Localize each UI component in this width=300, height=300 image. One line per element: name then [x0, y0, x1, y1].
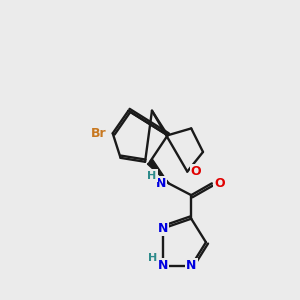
Polygon shape	[147, 160, 169, 183]
Text: O: O	[214, 177, 225, 190]
Text: Br: Br	[91, 127, 107, 140]
Text: N: N	[186, 259, 196, 272]
Text: H: H	[148, 253, 158, 263]
Text: N: N	[156, 177, 166, 190]
Text: H: H	[147, 170, 157, 181]
Text: O: O	[191, 165, 201, 178]
Text: N: N	[158, 222, 168, 235]
Text: N: N	[158, 259, 168, 272]
